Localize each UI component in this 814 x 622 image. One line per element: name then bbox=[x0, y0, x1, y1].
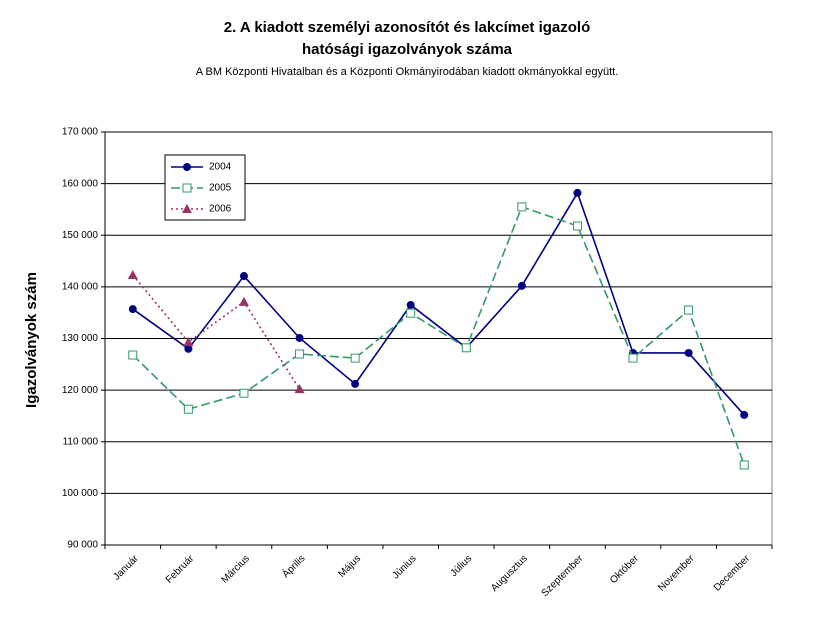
legend-marker bbox=[183, 163, 191, 171]
point bbox=[573, 188, 582, 197]
x-tick-label: Szeptember bbox=[540, 553, 586, 599]
y-tick-label: 120 000 bbox=[62, 385, 99, 396]
y-tick-label: 170 000 bbox=[62, 127, 99, 138]
point bbox=[406, 300, 415, 309]
x-tick-label: Október bbox=[608, 553, 641, 586]
point bbox=[128, 350, 138, 360]
chart-title: hatósági igazolványok száma bbox=[302, 41, 513, 58]
legend-marker bbox=[182, 204, 192, 213]
point bbox=[572, 221, 582, 231]
point bbox=[238, 296, 249, 306]
series-line bbox=[132, 191, 745, 416]
legend-label: 2005 bbox=[209, 183, 232, 194]
legend-label: 2006 bbox=[209, 204, 232, 215]
point bbox=[294, 384, 305, 394]
legend-label: 2004 bbox=[209, 162, 232, 173]
point bbox=[628, 353, 638, 363]
point bbox=[127, 270, 138, 280]
point bbox=[517, 202, 527, 212]
chart-subtitle: A BM Központi Hivatalban és a Központi O… bbox=[196, 66, 619, 78]
point bbox=[740, 410, 749, 419]
x-tick-label: November bbox=[656, 553, 697, 594]
y-tick-label: 150 000 bbox=[62, 230, 99, 241]
x-tick-label: Augusztus bbox=[489, 553, 530, 594]
x-tick-label: Május bbox=[336, 553, 363, 580]
point bbox=[239, 272, 248, 281]
y-tick-label: 140 000 bbox=[62, 282, 99, 293]
legend-marker bbox=[182, 183, 192, 193]
y-tick-label: 90 000 bbox=[67, 540, 98, 551]
y-tick-label: 160 000 bbox=[62, 178, 99, 189]
point bbox=[351, 379, 360, 388]
x-tick-label: Január bbox=[111, 553, 141, 583]
point bbox=[406, 308, 416, 318]
x-tick-label: Június bbox=[390, 553, 418, 581]
point bbox=[183, 404, 193, 414]
point bbox=[461, 343, 471, 353]
x-tick-label: December bbox=[712, 553, 753, 594]
x-tick-label: Július bbox=[448, 553, 474, 579]
x-tick-label: Március bbox=[219, 553, 252, 586]
series-line bbox=[132, 274, 301, 390]
point bbox=[684, 348, 693, 357]
point bbox=[517, 281, 526, 290]
y-axis-label: Igazolványok szám bbox=[23, 272, 40, 408]
point bbox=[183, 337, 194, 347]
series-line bbox=[132, 205, 745, 466]
point bbox=[295, 333, 304, 342]
y-tick-label: 130 000 bbox=[62, 333, 99, 344]
point bbox=[739, 460, 749, 470]
point bbox=[684, 305, 694, 315]
y-tick-label: 110 000 bbox=[63, 436, 99, 447]
point bbox=[128, 305, 137, 314]
y-tick-label: 100 000 bbox=[62, 488, 99, 499]
x-tick-label: Április bbox=[279, 552, 307, 580]
x-tick-label: Február bbox=[164, 553, 197, 586]
point bbox=[350, 353, 360, 363]
chart-title: 2. A kiadott személyi azonosítót és lakc… bbox=[224, 19, 591, 36]
point bbox=[239, 388, 249, 398]
point bbox=[295, 349, 305, 359]
point bbox=[184, 344, 193, 353]
